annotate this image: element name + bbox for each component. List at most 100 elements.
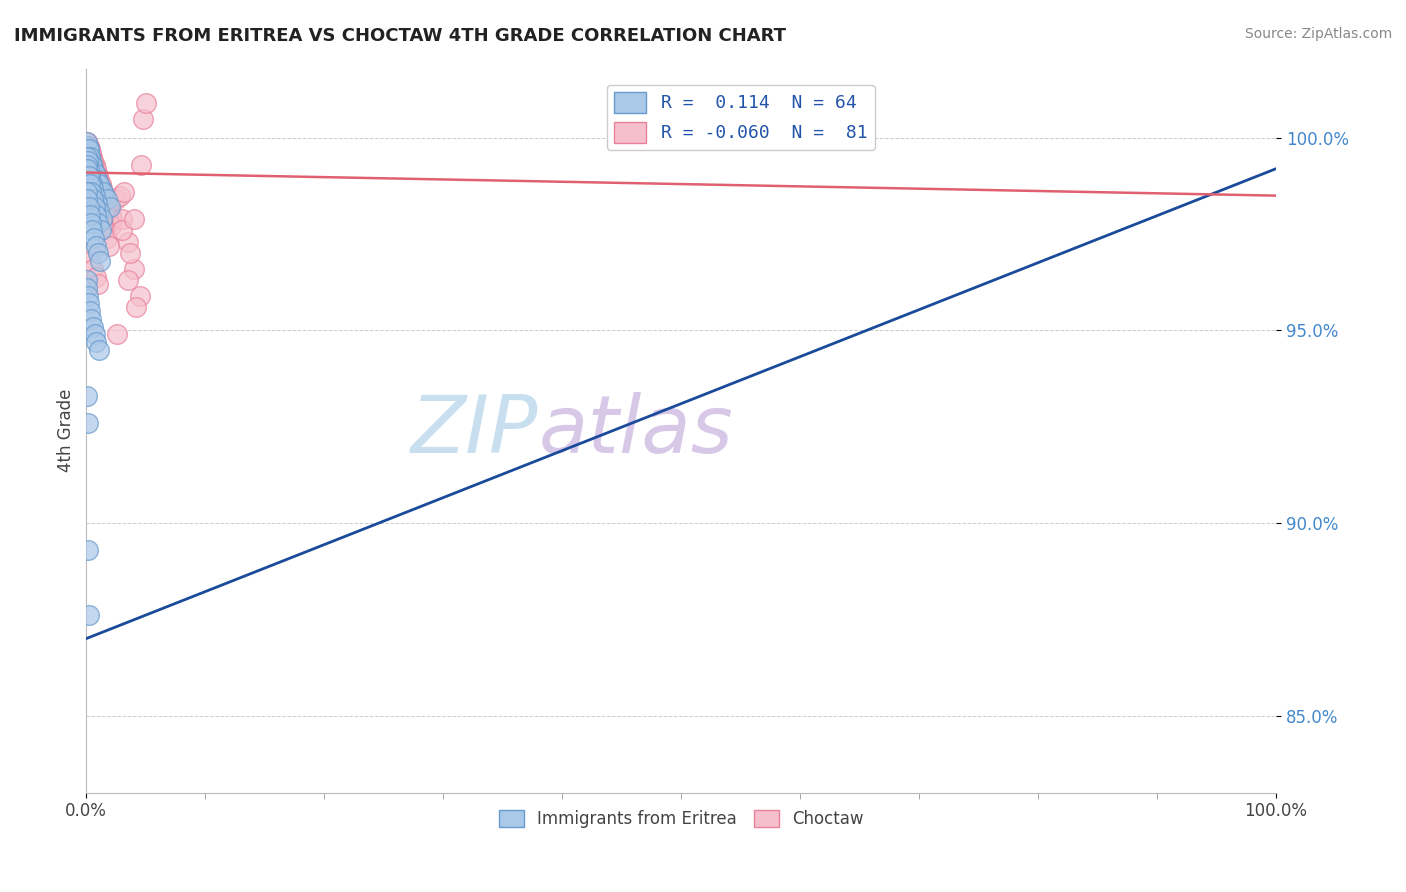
Point bbox=[122, 261, 145, 276]
Point bbox=[83, 158, 105, 172]
Point bbox=[76, 281, 98, 295]
Point bbox=[90, 193, 112, 207]
Point bbox=[132, 112, 155, 126]
Point bbox=[86, 165, 108, 179]
Point bbox=[128, 289, 150, 303]
Point bbox=[98, 216, 121, 230]
Text: Source: ZipAtlas.com: Source: ZipAtlas.com bbox=[1244, 27, 1392, 41]
Point bbox=[76, 169, 98, 184]
Point bbox=[77, 608, 100, 623]
Point bbox=[94, 193, 117, 207]
Point bbox=[80, 153, 103, 168]
Point bbox=[77, 150, 100, 164]
Point bbox=[79, 150, 101, 164]
Point bbox=[105, 327, 128, 342]
Point bbox=[108, 188, 131, 202]
Point bbox=[84, 161, 107, 176]
Point bbox=[90, 188, 112, 202]
Point bbox=[91, 188, 114, 202]
Point bbox=[120, 246, 142, 260]
Point bbox=[96, 193, 118, 207]
Point bbox=[100, 208, 122, 222]
Point bbox=[86, 173, 108, 187]
Point bbox=[82, 158, 104, 172]
Point bbox=[86, 334, 108, 349]
Point bbox=[83, 193, 105, 207]
Point bbox=[96, 231, 118, 245]
Point bbox=[84, 188, 107, 202]
Point bbox=[129, 158, 152, 172]
Point bbox=[90, 223, 112, 237]
Point bbox=[93, 188, 115, 202]
Point bbox=[76, 158, 98, 172]
Point bbox=[76, 389, 98, 403]
Point bbox=[111, 223, 134, 237]
Point bbox=[82, 181, 104, 195]
Point bbox=[97, 211, 120, 226]
Point bbox=[93, 223, 115, 237]
Point bbox=[90, 177, 112, 191]
Point bbox=[82, 193, 104, 207]
Point bbox=[76, 416, 98, 430]
Point bbox=[89, 185, 111, 199]
Point bbox=[82, 161, 104, 176]
Point bbox=[125, 301, 148, 315]
Point bbox=[87, 169, 110, 184]
Y-axis label: 4th Grade: 4th Grade bbox=[58, 389, 75, 472]
Text: atlas: atlas bbox=[538, 392, 733, 469]
Point bbox=[77, 296, 100, 310]
Point bbox=[96, 196, 118, 211]
Point bbox=[80, 216, 103, 230]
Point bbox=[77, 153, 100, 168]
Point bbox=[84, 173, 107, 187]
Point bbox=[89, 204, 111, 219]
Point bbox=[91, 196, 114, 211]
Point bbox=[80, 254, 103, 268]
Point bbox=[79, 304, 101, 318]
Point bbox=[76, 138, 98, 153]
Point bbox=[79, 142, 101, 156]
Point bbox=[77, 543, 100, 558]
Point bbox=[89, 177, 111, 191]
Point bbox=[77, 142, 100, 156]
Point bbox=[117, 273, 139, 287]
Point bbox=[93, 188, 115, 202]
Point bbox=[84, 169, 107, 184]
Point bbox=[89, 208, 111, 222]
Point bbox=[86, 177, 108, 191]
Legend: Immigrants from Eritrea, Choctaw: Immigrants from Eritrea, Choctaw bbox=[492, 804, 870, 835]
Point bbox=[97, 204, 120, 219]
Point bbox=[82, 165, 104, 179]
Point bbox=[77, 138, 100, 153]
Point bbox=[91, 185, 114, 199]
Point bbox=[96, 204, 118, 219]
Point bbox=[96, 208, 118, 222]
Point bbox=[82, 153, 104, 168]
Point bbox=[90, 181, 112, 195]
Point bbox=[89, 181, 111, 195]
Point bbox=[86, 173, 108, 187]
Point bbox=[86, 208, 108, 222]
Point bbox=[89, 254, 111, 268]
Point bbox=[98, 200, 121, 214]
Point bbox=[79, 208, 101, 222]
Point bbox=[80, 177, 103, 191]
Point bbox=[117, 235, 139, 249]
Point bbox=[76, 135, 98, 149]
Point bbox=[77, 169, 100, 184]
Point bbox=[82, 161, 104, 176]
Point bbox=[82, 223, 104, 237]
Point bbox=[105, 193, 128, 207]
Point bbox=[100, 219, 122, 234]
Point bbox=[80, 311, 103, 326]
Point bbox=[76, 185, 98, 199]
Point bbox=[77, 246, 100, 260]
Point bbox=[77, 289, 100, 303]
Point bbox=[83, 200, 105, 214]
Point bbox=[87, 216, 110, 230]
Point bbox=[82, 261, 104, 276]
Point bbox=[79, 169, 101, 184]
Point bbox=[82, 319, 104, 334]
Point bbox=[79, 177, 101, 191]
Point bbox=[91, 185, 114, 199]
